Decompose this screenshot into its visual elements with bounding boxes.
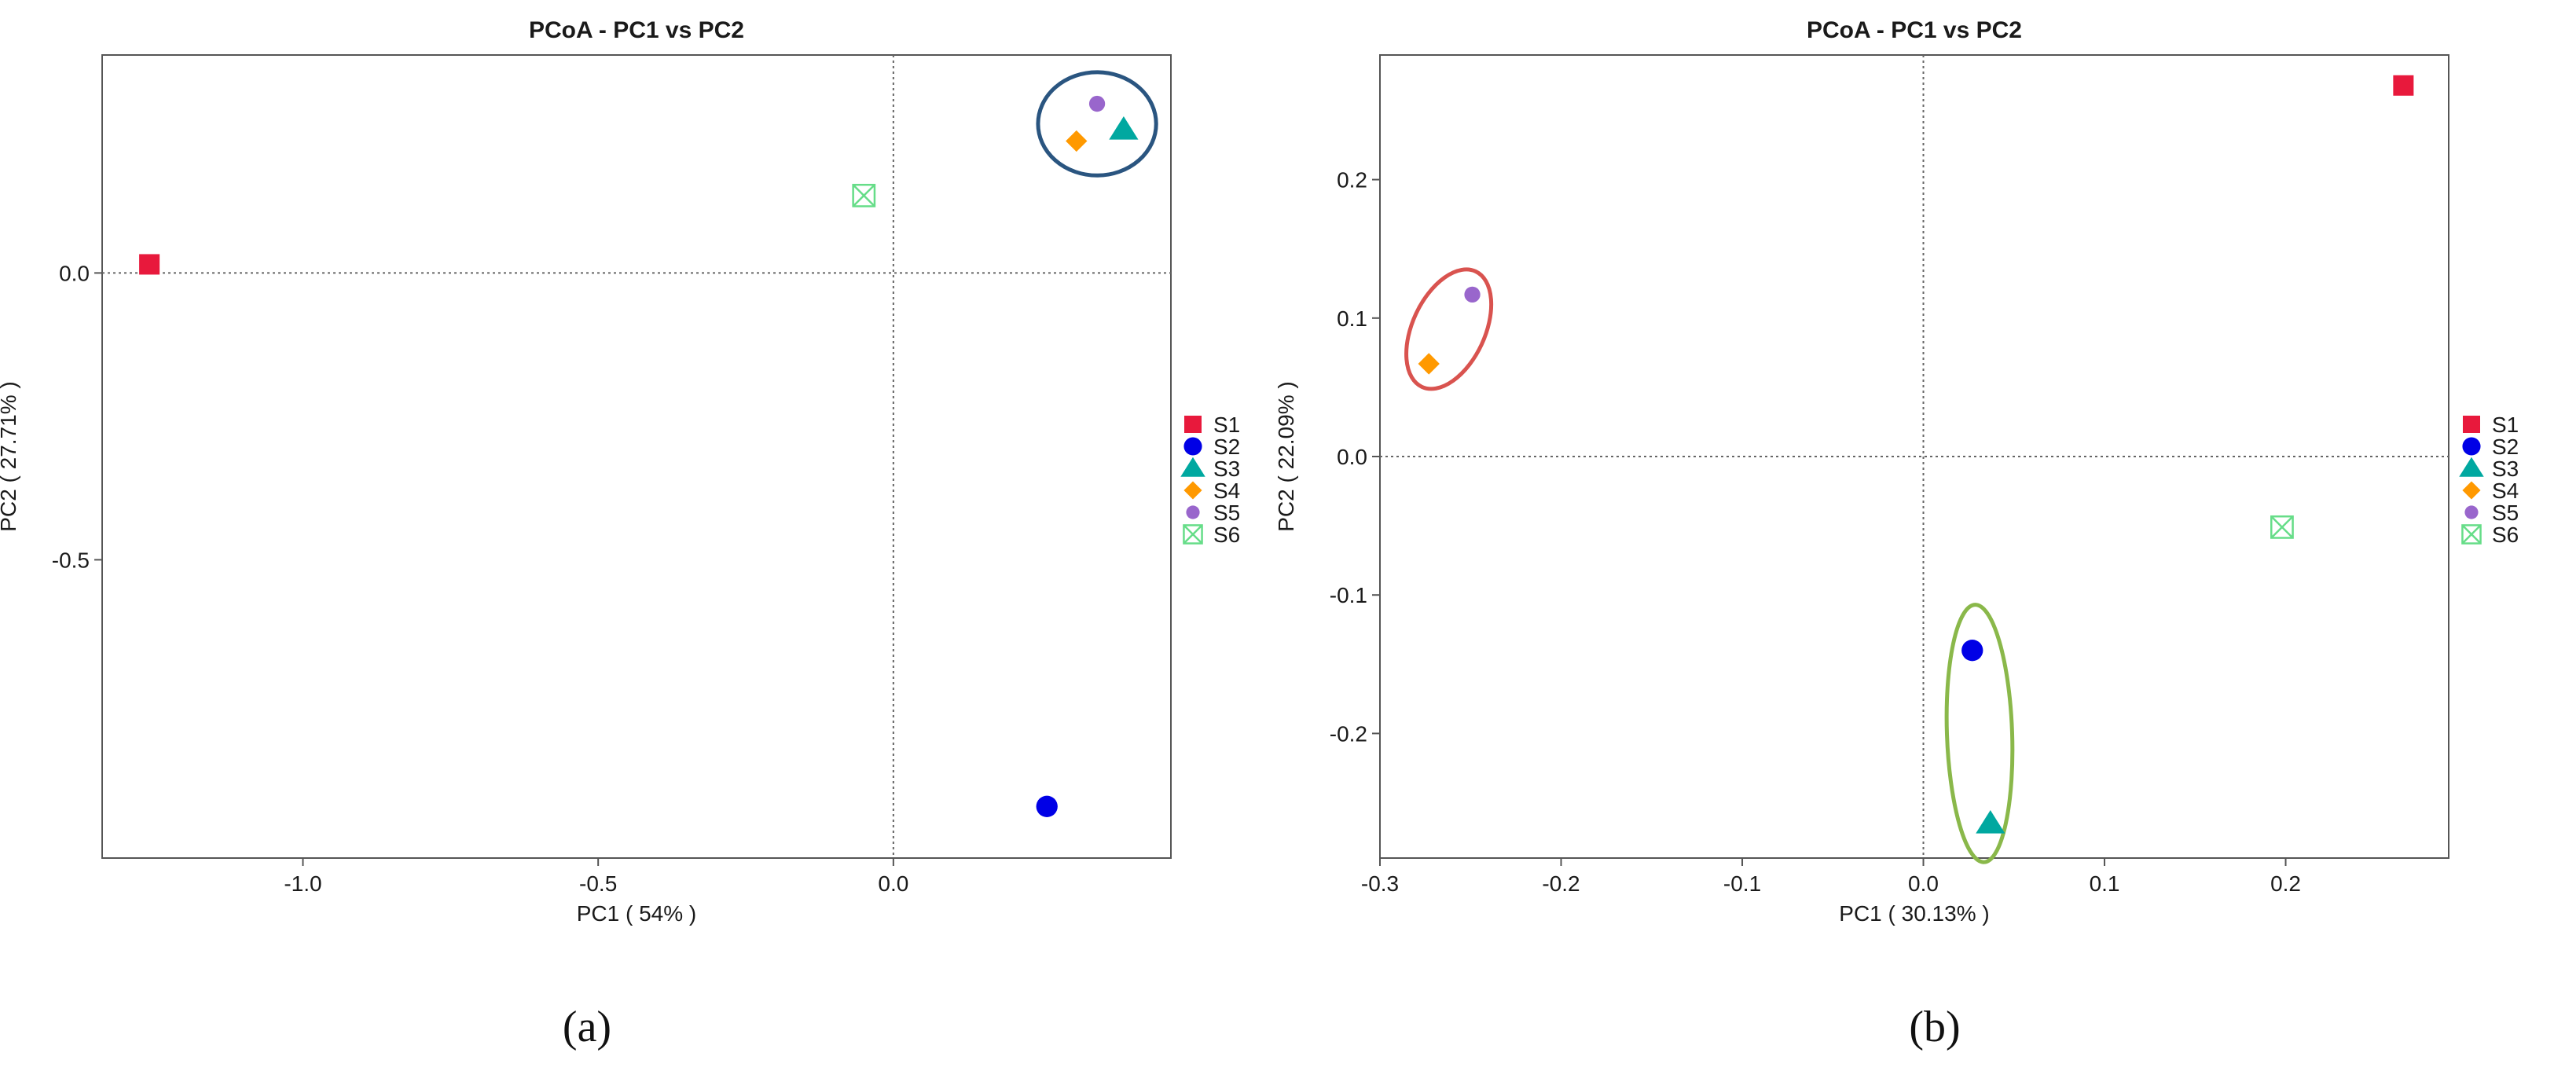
data-point-s2 (1961, 640, 1983, 662)
data-point-s4 (1066, 130, 1088, 152)
x-tick-label: -0.3 (1361, 871, 1399, 896)
chart-title: PCoA - PC1 vs PC2 (1807, 17, 2022, 43)
legend-marker-s6 (2461, 524, 2482, 545)
data-point-s3 (1976, 810, 2005, 834)
group-highlight-ellipse (1404, 267, 1494, 391)
legend-marker-s6 (1183, 524, 1203, 545)
x-tick-label: -0.5 (579, 871, 617, 896)
y-axis-label: PC2 ( 27.71% ) (0, 381, 20, 531)
y-tick-label: 0.0 (1337, 445, 1367, 469)
x-tick-label: -0.2 (1542, 871, 1580, 896)
x-axis-label: PC1 ( 54% ) (577, 901, 697, 926)
data-point-s6 (852, 183, 876, 207)
legend-label: S4 (2492, 479, 2519, 503)
legend-marker-s4 (2462, 481, 2481, 500)
group-highlight-ellipse (1036, 70, 1158, 178)
legend-marker-s2 (1183, 437, 1202, 456)
x-tick-label: 0.1 (2090, 871, 2120, 896)
y-tick-label: 0.2 (1337, 168, 1367, 193)
legend-marker-s6-x2 (2461, 524, 2482, 545)
data-point-s1 (2393, 75, 2414, 96)
legend-label: S4 (1213, 479, 1240, 503)
y-axis-label: PC2 ( 22.09% ) (1274, 381, 1298, 531)
legend-marker-s6-x2 (1183, 524, 1203, 545)
data-point-s6-box (2270, 515, 2294, 539)
data-point-s2 (1036, 795, 1058, 817)
legend-label: S2 (2492, 435, 2519, 459)
x-tick-label: 0.2 (2270, 871, 2301, 896)
legend-marker-s6-box (2461, 524, 2482, 545)
data-point-s6 (2270, 515, 2294, 539)
data-point-s1 (139, 254, 160, 275)
data-point-s3 (1109, 116, 1139, 140)
panel-label: (a) (563, 1003, 611, 1051)
x-tick-label: -0.1 (1723, 871, 1761, 896)
legend-marker-s5 (1186, 505, 1200, 519)
data-point-s5 (1464, 286, 1481, 303)
y-tick-label: 0.0 (59, 261, 90, 285)
legend-label: S1 (1213, 413, 1240, 437)
y-tick-label: -0.2 (1330, 721, 1367, 746)
legend-label: S5 (1213, 501, 1240, 525)
y-tick-label: 0.1 (1337, 306, 1367, 331)
data-point-s6-x2 (852, 184, 875, 207)
y-tick-label: -0.1 (1330, 583, 1367, 607)
legend-marker-s4 (1183, 481, 1202, 500)
y-tick-label: -0.5 (52, 548, 90, 572)
legend-label: S6 (1213, 523, 1240, 547)
chart-panel-2: PCoA - PC1 vs PC2 -0.3 -0.2 -0.1 0.0 0.1 0.2 0.… (1274, 17, 2519, 1051)
legend-marker-s6-box (1183, 524, 1203, 545)
legend-marker-s2 (2462, 437, 2481, 456)
legend-marker-s1 (2463, 416, 2480, 433)
data-point-s6-box (852, 183, 876, 207)
legend-label: S1 (2492, 413, 2519, 437)
group-highlight-ellipse (1944, 603, 2015, 864)
legend-marker-s1 (1184, 416, 1202, 433)
legend-label: S3 (1213, 457, 1240, 481)
data-point-s4 (1418, 353, 1440, 375)
chart-title: PCoA - PC1 vs PC2 (529, 17, 744, 43)
data-point-s5 (1088, 95, 1106, 112)
x-axis-label: PC1 ( 30.13% ) (1839, 901, 1989, 926)
legend-marker-s3 (1180, 457, 1205, 477)
legend-label: S6 (2492, 523, 2519, 547)
x-tick-label: 0.0 (878, 871, 908, 896)
panel-label: (b) (1909, 1003, 1960, 1051)
x-tick-label: -1.0 (284, 871, 321, 896)
legend-label: S3 (2492, 457, 2519, 481)
data-point-s6-x2 (2270, 515, 2294, 539)
x-tick-label: 0.0 (1908, 871, 1939, 896)
plot-frame (101, 54, 1172, 859)
legend-marker-s3 (2459, 457, 2484, 477)
legend-label: S5 (2492, 501, 2519, 525)
legend-label: S2 (1213, 435, 1240, 459)
chart-panel-1: PCoA - PC1 vs PC2 -1.0 -0.5 0.0 0.0 -0.5 PC1 (… (0, 17, 1240, 1051)
legend-marker-s5 (2464, 505, 2479, 519)
